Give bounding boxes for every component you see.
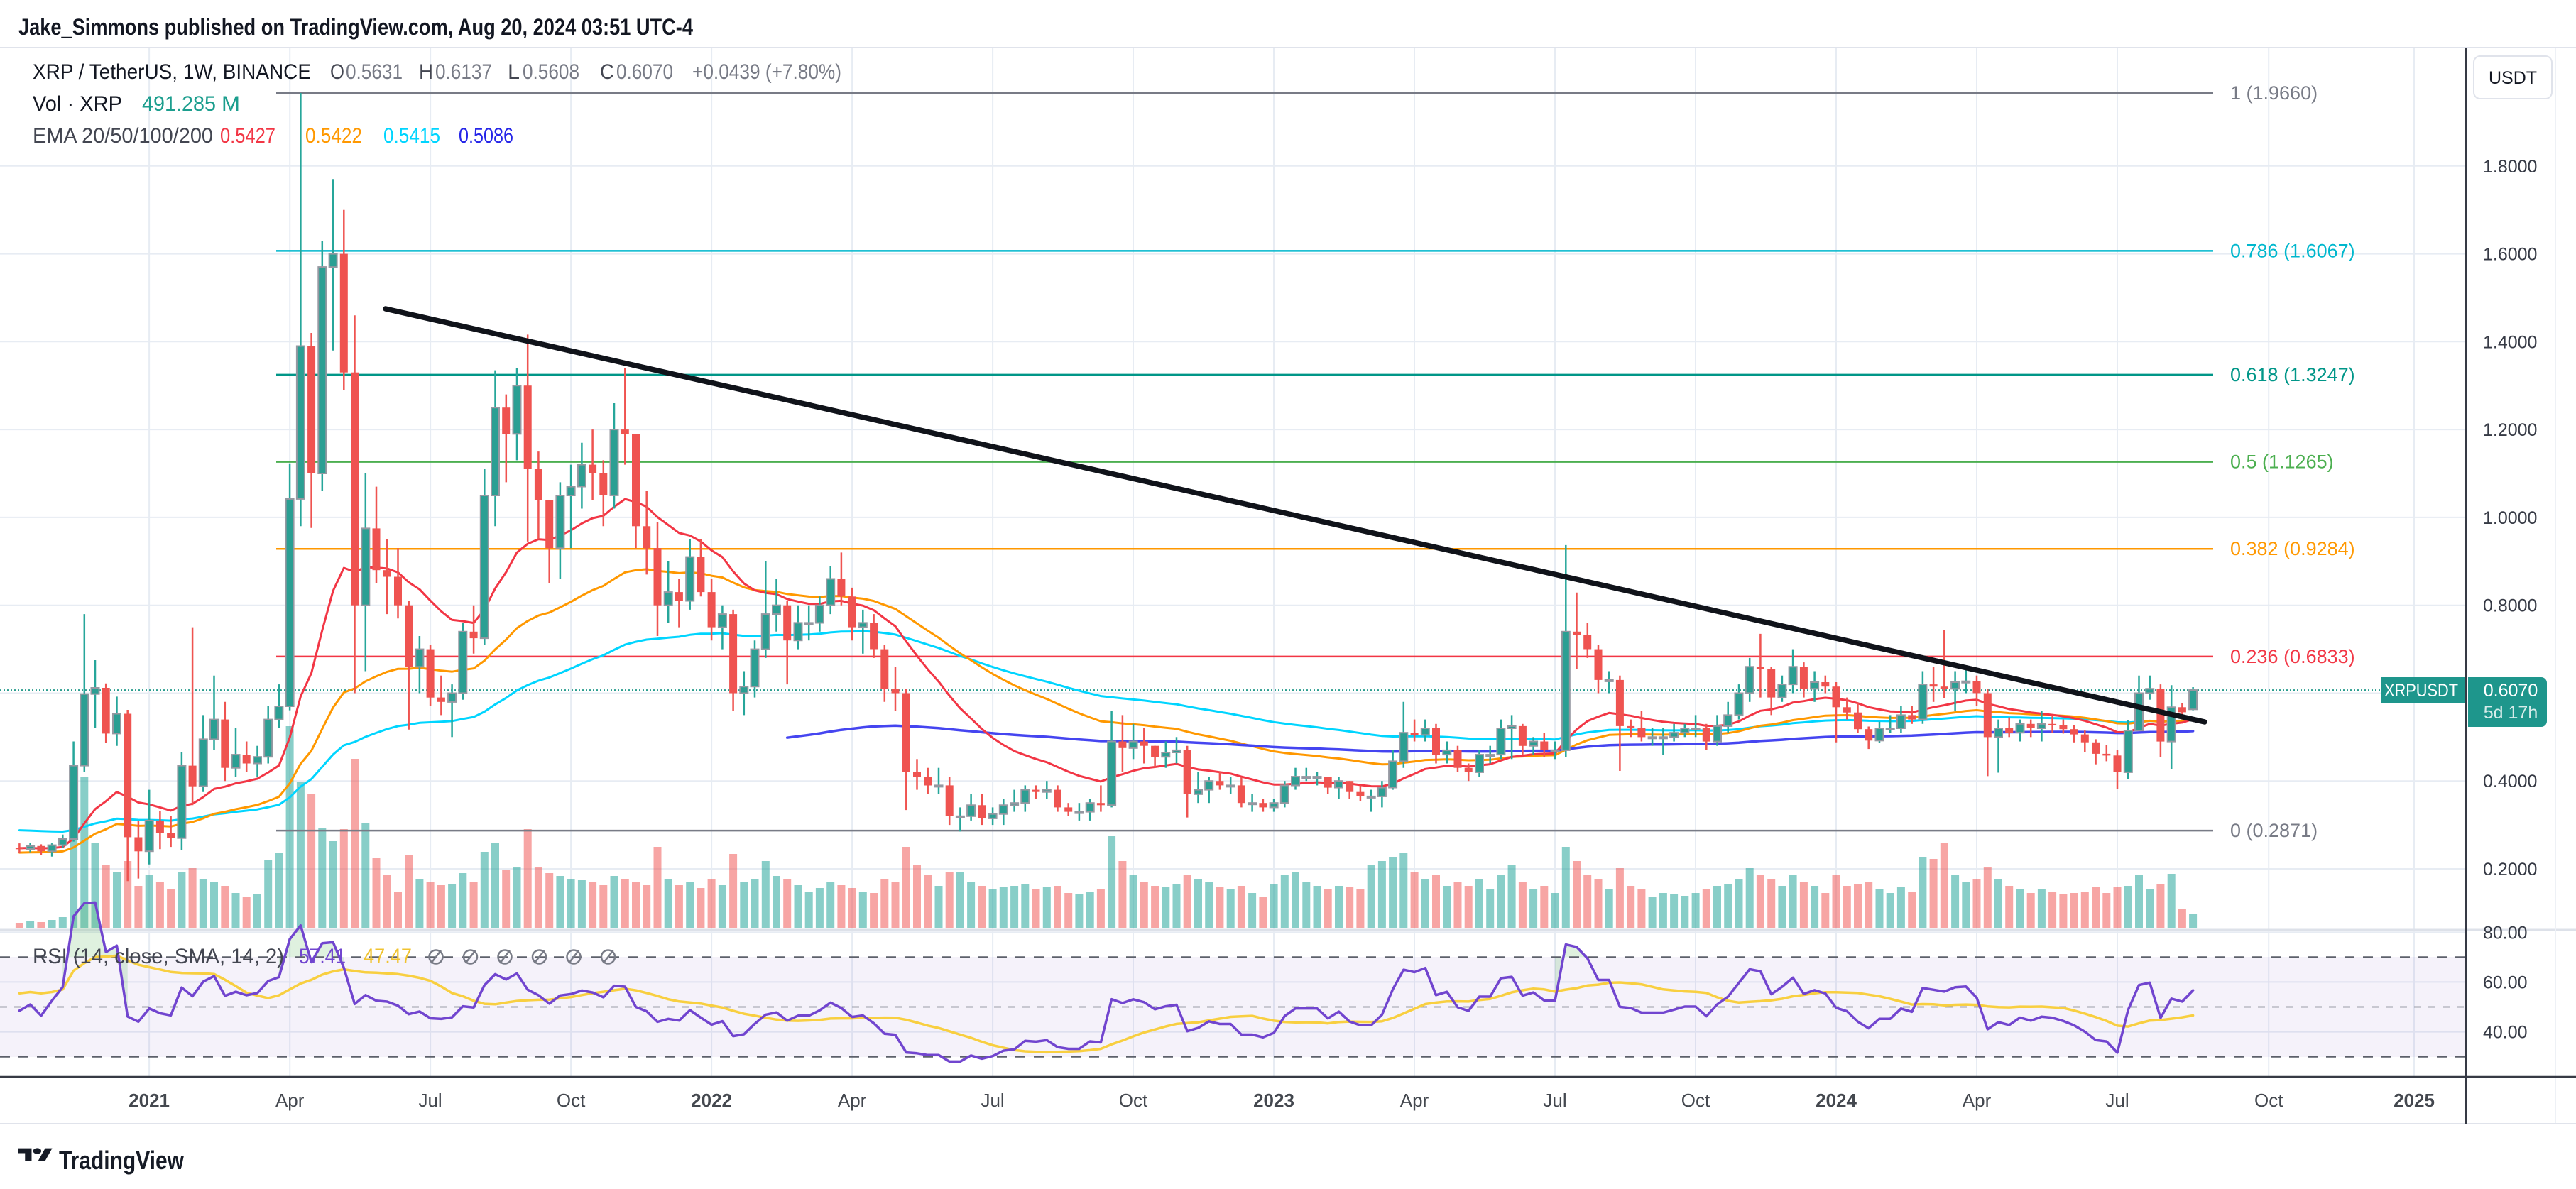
svg-text:Apr: Apr — [1963, 1090, 1992, 1111]
svg-text:0.2000: 0.2000 — [2483, 860, 2537, 880]
svg-text:Vol · XRP: Vol · XRP — [33, 92, 122, 116]
svg-text:0.382 (0.9284): 0.382 (0.9284) — [2230, 538, 2355, 559]
svg-text:XRPUSDT: XRPUSDT — [2384, 681, 2458, 701]
svg-text:60.00: 60.00 — [2483, 972, 2528, 992]
svg-text:0.5422: 0.5422 — [305, 124, 362, 148]
svg-text:2023: 2023 — [1253, 1090, 1294, 1111]
svg-text:2022: 2022 — [691, 1090, 732, 1111]
svg-text:2024: 2024 — [1816, 1090, 1857, 1111]
svg-text:0.8000: 0.8000 — [2483, 596, 2537, 616]
svg-text:Oct: Oct — [2254, 1090, 2283, 1111]
svg-text:Apr: Apr — [838, 1090, 867, 1111]
svg-text:Jul: Jul — [1543, 1090, 1566, 1111]
svg-text:0.6137: 0.6137 — [435, 60, 492, 84]
svg-text:0.5608: 0.5608 — [523, 60, 579, 84]
svg-text:1.4000: 1.4000 — [2483, 332, 2537, 352]
svg-text:0.5 (1.1265): 0.5 (1.1265) — [2230, 451, 2334, 473]
svg-text:Oct: Oct — [1119, 1090, 1148, 1111]
svg-text:Jake_Simmons published on Trad: Jake_Simmons published on TradingView.co… — [18, 14, 693, 40]
svg-text:XRP / TetherUS, 1W, BINANCE: XRP / TetherUS, 1W, BINANCE — [33, 60, 311, 84]
svg-text:1.8000: 1.8000 — [2483, 157, 2537, 177]
svg-text:0.236 (0.6833): 0.236 (0.6833) — [2230, 646, 2355, 667]
svg-text:Oct: Oct — [1681, 1090, 1710, 1111]
svg-text:O: O — [330, 60, 344, 84]
svg-text:Jul: Jul — [2105, 1090, 2129, 1111]
svg-text:57.41: 57.41 — [299, 945, 346, 968]
svg-text:0.786 (1.6067): 0.786 (1.6067) — [2230, 240, 2355, 261]
svg-text:0.5086: 0.5086 — [459, 124, 513, 148]
svg-text:Apr: Apr — [275, 1090, 305, 1111]
svg-text:0.618 (1.3247): 0.618 (1.3247) — [2230, 364, 2355, 385]
svg-text:Jul: Jul — [981, 1090, 1004, 1111]
svg-text:2021: 2021 — [129, 1090, 170, 1111]
svg-text:Apr: Apr — [1400, 1090, 1429, 1111]
svg-text:TradingView: TradingView — [59, 1146, 185, 1175]
svg-text:0.6070: 0.6070 — [2484, 681, 2538, 701]
svg-text:0.4000: 0.4000 — [2483, 772, 2537, 791]
svg-text:Oct: Oct — [557, 1090, 586, 1111]
svg-text:+0.0439 (+7.80%): +0.0439 (+7.80%) — [692, 60, 841, 84]
svg-text:1.6000: 1.6000 — [2483, 245, 2537, 265]
svg-text:2025: 2025 — [2394, 1090, 2435, 1111]
svg-text:EMA 20/50/100/200: EMA 20/50/100/200 — [33, 124, 213, 148]
svg-text:Jul: Jul — [418, 1090, 442, 1111]
svg-text:1.2000: 1.2000 — [2483, 420, 2537, 440]
svg-text:0.6070: 0.6070 — [616, 60, 673, 84]
svg-text:C: C — [600, 60, 614, 84]
svg-text:M: M — [222, 92, 240, 116]
svg-text:USDT: USDT — [2489, 68, 2537, 88]
svg-text:0.5427: 0.5427 — [220, 124, 275, 148]
svg-text:1 (1.9660): 1 (1.9660) — [2230, 82, 2318, 104]
svg-text:5d 17h: 5d 17h — [2484, 703, 2538, 723]
svg-text:1.0000: 1.0000 — [2483, 508, 2537, 528]
svg-text:H: H — [419, 60, 433, 84]
svg-text:L: L — [508, 60, 520, 84]
svg-text:0 (0.2871): 0 (0.2871) — [2230, 820, 2318, 841]
svg-text:80.00: 80.00 — [2483, 923, 2528, 943]
svg-text:RSI (14, close, SMA, 14, 2): RSI (14, close, SMA, 14, 2) — [33, 945, 284, 968]
svg-text:0.5631: 0.5631 — [346, 60, 403, 84]
svg-text:491.285: 491.285 — [142, 92, 216, 116]
svg-text:47.47: 47.47 — [364, 945, 412, 968]
svg-text:0.5415: 0.5415 — [383, 124, 440, 148]
svg-text:40.00: 40.00 — [2483, 1023, 2528, 1043]
